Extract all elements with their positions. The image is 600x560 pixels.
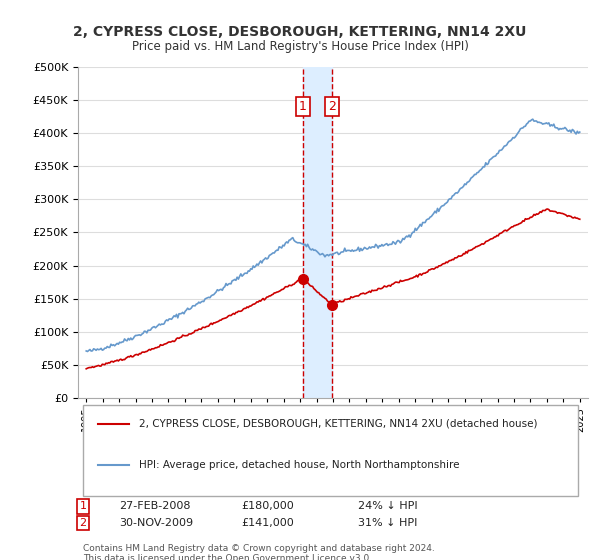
Text: HPI: Average price, detached house, North Northamptonshire: HPI: Average price, detached house, Nort… [139, 460, 460, 470]
Text: 1: 1 [80, 501, 86, 511]
Text: 30-NOV-2009: 30-NOV-2009 [119, 518, 193, 528]
Text: Contains HM Land Registry data © Crown copyright and database right 2024.
This d: Contains HM Land Registry data © Crown c… [83, 544, 435, 560]
Text: 31% ↓ HPI: 31% ↓ HPI [359, 518, 418, 528]
Text: 2, CYPRESS CLOSE, DESBOROUGH, KETTERING, NN14 2XU (detached house): 2, CYPRESS CLOSE, DESBOROUGH, KETTERING,… [139, 419, 538, 428]
FancyBboxPatch shape [83, 405, 578, 496]
Text: 24% ↓ HPI: 24% ↓ HPI [359, 501, 418, 511]
Text: 2: 2 [80, 518, 86, 528]
Text: 2: 2 [328, 100, 335, 113]
Text: Price paid vs. HM Land Registry's House Price Index (HPI): Price paid vs. HM Land Registry's House … [131, 40, 469, 53]
Text: 2, CYPRESS CLOSE, DESBOROUGH, KETTERING, NN14 2XU: 2, CYPRESS CLOSE, DESBOROUGH, KETTERING,… [73, 25, 527, 39]
Text: 27-FEB-2008: 27-FEB-2008 [119, 501, 190, 511]
Text: £141,000: £141,000 [241, 518, 294, 528]
Text: £180,000: £180,000 [241, 501, 294, 511]
Text: 1: 1 [299, 100, 307, 113]
Bar [302, 67, 332, 398]
